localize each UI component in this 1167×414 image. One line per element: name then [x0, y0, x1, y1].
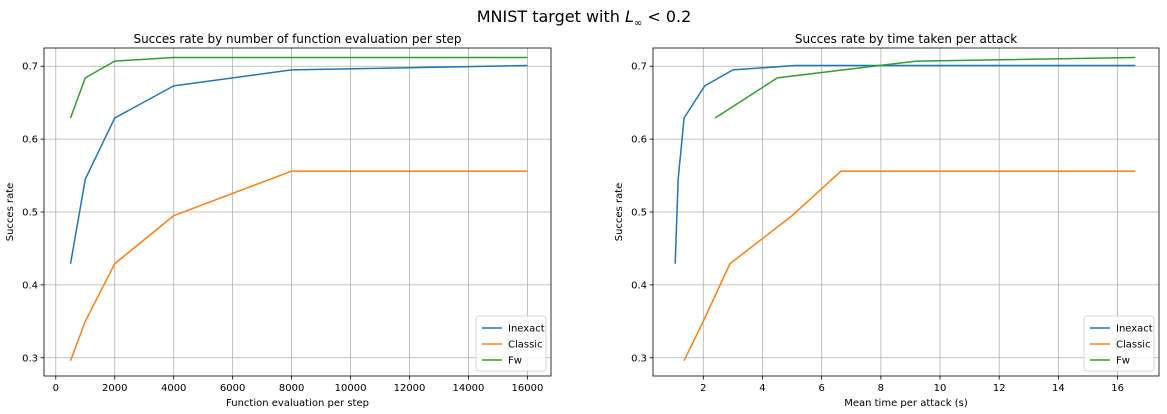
legend-label-inexact: Inexact [1116, 324, 1153, 335]
x-tick-label: 8000 [279, 383, 304, 394]
subplot-title: Succes rate by time taken per attack [795, 32, 1017, 46]
legend: Inexact Classic Fw [1083, 315, 1155, 372]
y-tick-label: 0.3 [631, 353, 647, 364]
series-line-classic [69, 170, 528, 361]
series-line-inexact [69, 64, 528, 264]
figure-suptitle: MNIST target with L∞ < 0.2 [477, 7, 692, 29]
subplot-title: Succes rate by number of function evalua… [133, 32, 461, 46]
series-line-fw [714, 56, 1136, 119]
legend-label-classic: Classic [508, 340, 543, 351]
y-tick-label: 0.4 [22, 280, 38, 291]
x-tick-label: 2000 [102, 383, 127, 394]
legend: Inexact Classic Fw [475, 315, 547, 372]
x-tick-label: 14 [1052, 383, 1065, 394]
x-tick-label: 8 [878, 383, 884, 394]
x-tick-label: 10 [934, 383, 947, 394]
y-tick-label: 0.5 [631, 208, 647, 219]
legend-label-inexact: Inexact [508, 324, 545, 335]
y-tick-label: 0.5 [22, 208, 38, 219]
x-tick-label: 4 [759, 383, 765, 394]
y-tick-label: 0.6 [22, 135, 38, 146]
x-tick-label: 0 [53, 383, 59, 394]
x-tick-label: 16 [1111, 383, 1124, 394]
y-tick-label: 0.3 [22, 353, 38, 364]
y-tick-label: 0.7 [22, 62, 38, 73]
y-axis-label: Succes rate [614, 183, 625, 242]
x-axis-label: Mean time per attack (s) [844, 398, 968, 409]
y-axis-label: Succes rate [5, 183, 16, 242]
x-tick-label: 12 [993, 383, 1006, 394]
legend-box [1083, 315, 1155, 372]
y-tick-label: 0.7 [631, 62, 647, 73]
subplot-2: 2 4 6 8 10 12 14 16 0.3 0.4 0.5 0.6 0.7 Succes rate b… [614, 32, 1160, 409]
subplot-1: 0 2000 4000 6000 8000 10000 12000 14000 16000 0.3… [5, 32, 552, 409]
series-line-fw [69, 56, 528, 119]
x-axis-label: Function evaluation per step [226, 398, 369, 409]
x-tick-label: 14000 [453, 383, 485, 394]
y-tick-label: 0.4 [631, 280, 647, 291]
x-tick-label: 6000 [220, 383, 245, 394]
series-line-classic [683, 170, 1136, 362]
x-tick-label: 6 [818, 383, 824, 394]
legend-box [475, 315, 547, 372]
x-tick-label: 2 [700, 383, 706, 394]
x-tick-label: 4000 [161, 383, 186, 394]
legend-label-fw: Fw [1116, 356, 1130, 367]
x-tick-label: 16000 [512, 383, 544, 394]
legend-label-classic: Classic [1116, 340, 1151, 351]
y-tick-label: 0.6 [631, 135, 647, 146]
x-tick-label: 10000 [335, 383, 367, 394]
x-tick-label: 12000 [394, 383, 426, 394]
legend-label-fw: Fw [508, 356, 522, 367]
series-line-inexact [674, 64, 1136, 264]
